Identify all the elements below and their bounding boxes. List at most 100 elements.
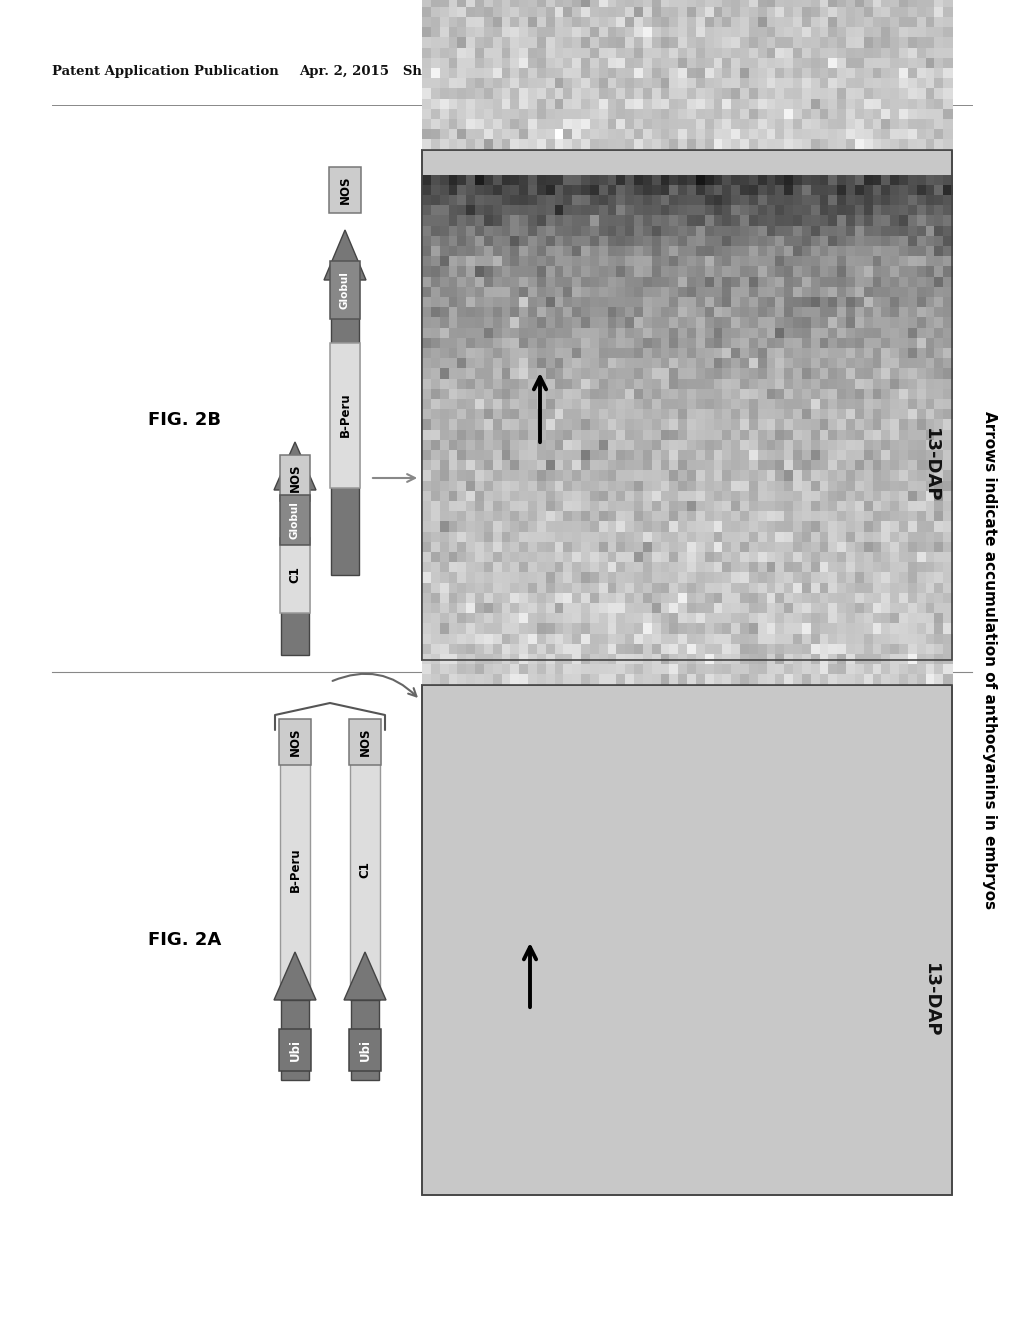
Bar [493, 461, 502, 471]
Bar [749, 593, 758, 603]
Bar [519, 129, 528, 140]
Bar [458, 317, 467, 327]
Bar [696, 276, 706, 288]
Bar [696, 317, 706, 327]
Bar [590, 348, 599, 359]
Bar [590, 215, 599, 226]
Bar [449, 368, 458, 379]
Bar [563, 541, 572, 552]
Bar [819, 48, 828, 58]
Bar [784, 88, 794, 99]
Bar [607, 78, 616, 88]
Bar [793, 308, 803, 318]
Bar [846, 276, 855, 288]
Bar [660, 480, 670, 491]
Bar [528, 552, 538, 562]
Bar [634, 653, 643, 664]
Bar [660, 582, 670, 593]
Bar [643, 368, 652, 379]
Bar [899, 0, 908, 7]
Bar [466, 267, 475, 277]
Bar [819, 236, 828, 247]
Bar [678, 582, 687, 593]
Bar [616, 541, 626, 552]
Bar [819, 99, 828, 110]
Bar [546, 129, 555, 140]
Bar [439, 664, 449, 675]
Bar [793, 653, 803, 664]
Bar [546, 409, 555, 420]
Bar [502, 256, 511, 267]
Bar [687, 358, 696, 368]
Bar [926, 327, 935, 338]
Bar [916, 174, 926, 185]
Bar [555, 215, 564, 226]
Bar [510, 185, 519, 195]
Bar [581, 634, 590, 644]
Bar [908, 521, 918, 532]
Bar [890, 99, 899, 110]
Bar [590, 256, 599, 267]
Bar [890, 185, 899, 195]
Bar [899, 276, 908, 288]
Bar [670, 379, 679, 389]
Bar [607, 582, 616, 593]
Bar [838, 246, 847, 256]
Bar [890, 276, 899, 288]
Bar [705, 99, 714, 110]
Bar [846, 675, 855, 685]
Bar [811, 246, 820, 256]
Bar [528, 532, 538, 543]
Bar [882, 37, 891, 48]
Bar [616, 28, 626, 38]
Bar [493, 582, 502, 593]
Bar [687, 480, 696, 491]
Bar [449, 308, 458, 318]
Bar [475, 140, 484, 150]
Bar [616, 511, 626, 521]
Bar [908, 267, 918, 277]
Bar [581, 552, 590, 562]
Bar [581, 603, 590, 614]
Bar [828, 17, 838, 28]
Bar [626, 664, 635, 675]
Bar [882, 399, 891, 409]
Bar [872, 500, 882, 512]
Bar [908, 582, 918, 593]
Bar [811, 17, 820, 28]
Bar [749, 399, 758, 409]
Bar [431, 297, 440, 308]
Bar [634, 246, 643, 256]
Bar [510, 634, 519, 644]
Bar [493, 58, 502, 69]
Text: NOS: NOS [358, 727, 372, 756]
Bar [722, 552, 732, 562]
Bar [846, 500, 855, 512]
Bar [846, 246, 855, 256]
Bar [838, 358, 847, 368]
Bar [581, 108, 590, 119]
Bar [838, 140, 847, 150]
Bar [740, 28, 750, 38]
Bar [634, 521, 643, 532]
Bar [758, 634, 767, 644]
Bar [882, 461, 891, 471]
Bar [863, 338, 873, 348]
Bar [660, 58, 670, 69]
Bar [528, 174, 538, 185]
Bar [607, 440, 616, 450]
Bar [908, 28, 918, 38]
Bar [846, 532, 855, 543]
Bar [926, 511, 935, 521]
Bar [731, 267, 740, 277]
Bar [475, 195, 484, 206]
Bar [916, 0, 926, 7]
FancyBboxPatch shape [280, 495, 310, 545]
Bar [908, 440, 918, 450]
Bar [749, 215, 758, 226]
Bar [890, 205, 899, 215]
Bar [696, 450, 706, 461]
Bar [784, 129, 794, 140]
Bar [590, 48, 599, 58]
Bar [651, 634, 662, 644]
